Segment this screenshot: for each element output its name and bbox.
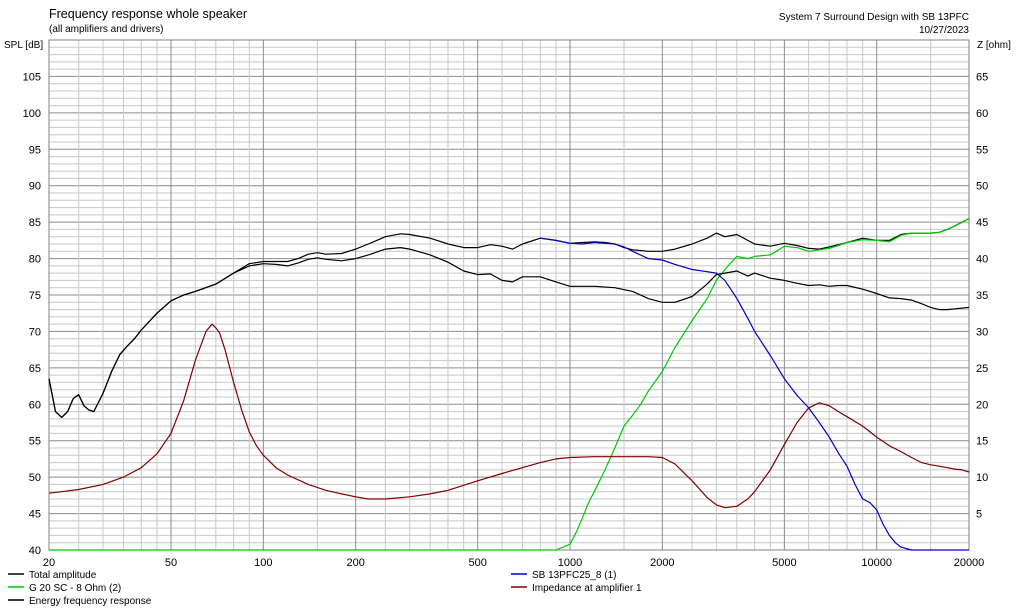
- y2-tick-label: 45: [976, 217, 988, 229]
- y2-axis-label: Z [ohm]: [977, 40, 1011, 51]
- x-tick-label: 1000: [558, 557, 582, 569]
- y-tick-label: 60: [29, 399, 41, 411]
- y-tick-label: 90: [29, 181, 41, 193]
- series-line-sb-13pfc25-8-1-: [540, 237, 969, 551]
- x-tick-label: 50: [165, 557, 177, 569]
- legend-entry: G 20 SC - 8 Ohm (2): [29, 583, 121, 594]
- y2-tick-label: 30: [976, 326, 988, 338]
- y-tick-label: 95: [29, 144, 41, 156]
- y-tick-label: 80: [29, 254, 41, 266]
- axis-ticks: 20 50 100 200 500 1000 2000 5000 10000 20000 40 45 5…: [23, 71, 989, 569]
- y2-tick-label: 40: [976, 254, 988, 266]
- y2-tick-label: 60: [976, 108, 988, 120]
- y-tick-label: 40: [29, 545, 41, 557]
- x-tick-label: 500: [469, 557, 487, 569]
- x-tick-label: 20: [43, 557, 55, 569]
- y-tick-label: 100: [23, 108, 41, 120]
- x-tick-label: 200: [346, 557, 364, 569]
- project-date: 10/27/2023: [919, 25, 969, 36]
- y-tick-label: 50: [29, 472, 41, 484]
- y2-tick-label: 50: [976, 181, 988, 193]
- x-tick-label: 2000: [650, 557, 674, 569]
- x-tick-label: 100: [254, 557, 272, 569]
- y-tick-label: 75: [29, 290, 41, 302]
- y-axis-label: SPL [dB]: [4, 40, 43, 51]
- legend-entry: Impedance at amplifier 1: [532, 583, 642, 594]
- series-line-impedance-at-amplifier-1: [48, 323, 970, 509]
- y2-tick-label: 15: [976, 436, 988, 448]
- y-tick-label: 70: [29, 326, 41, 338]
- project-name: System 7 Surround Design with SB 13PFC: [779, 12, 969, 23]
- chart-title: Frequency response whole speaker: [49, 7, 247, 21]
- y2-tick-label: 5: [976, 509, 982, 521]
- y-tick-label: 45: [29, 509, 41, 521]
- x-tick-label: 10000: [861, 557, 892, 569]
- y-tick-label: 55: [29, 436, 41, 448]
- legend-entry: SB 13PFC25_8 (1): [532, 570, 617, 581]
- y-tick-label: 65: [29, 363, 41, 375]
- series-line-g-20-sc-8-ohm-2-: [49, 217, 970, 551]
- series-lines: [48, 217, 970, 551]
- y-tick-label: 105: [23, 71, 41, 83]
- x-tick-label: 20000: [954, 557, 985, 569]
- series-line-energy-frequency-response: [48, 247, 970, 418]
- y2-tick-label: 20: [976, 399, 988, 411]
- grid: [49, 40, 969, 550]
- y2-tick-label: 55: [976, 144, 988, 156]
- legend: Total amplitude G 20 SC - 8 Ohm (2) Energy…: [8, 570, 642, 607]
- y-tick-label: 85: [29, 217, 41, 229]
- y2-tick-label: 10: [976, 472, 988, 484]
- y2-tick-label: 35: [976, 290, 988, 302]
- legend-entry: Total amplitude: [29, 570, 97, 581]
- y2-tick-label: 65: [976, 71, 988, 83]
- chart-subtitle: (all amplifiers and drivers): [49, 24, 163, 35]
- legend-entry: Energy frequency response: [29, 596, 152, 607]
- x-tick-label: 5000: [772, 557, 796, 569]
- y2-tick-label: 25: [976, 363, 988, 375]
